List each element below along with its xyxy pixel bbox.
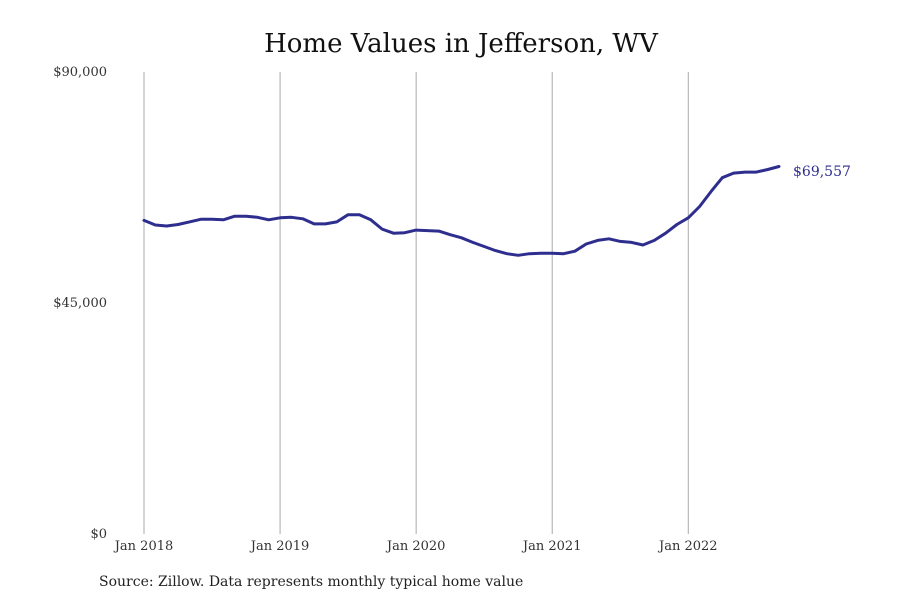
data-point-2020-06 [471,241,474,244]
data-point-2022-08 [766,168,769,171]
data-point-2022-04 [721,176,724,179]
vertical-gridlines [143,72,689,534]
data-point-2020-07 [483,245,486,248]
data-point-2020-09 [505,252,509,255]
data-point-2019-12 [403,231,406,234]
data-point-2020-03 [437,229,440,233]
data-point-2022-09 [777,165,781,168]
data-point-2021-03 [573,250,577,253]
data-point-2021-07 [619,240,622,243]
source-note: Source: Zillow. Data represents monthly … [99,574,523,590]
home-value-points [142,165,781,257]
data-point-2019-02 [290,216,293,219]
data-point-2020-08 [494,249,497,252]
data-point-2021-05 [596,239,599,242]
data-point-2018-10 [244,215,248,218]
data-point-2021-10 [653,239,656,242]
data-point-2021-12 [675,223,679,226]
data-point-2021-04 [585,242,588,246]
x-tick-label: Jan 2018 [113,539,174,554]
x-tick-label: Jan 2020 [385,539,446,554]
data-point-2022-01 [687,216,690,219]
data-point-2022-02 [698,205,701,208]
data-point-2020-12 [539,252,543,255]
data-point-2021-11 [664,232,667,235]
data-point-2022-03 [709,190,713,193]
y-tick-label: $45,000 [53,296,107,311]
data-point-2019-09 [369,218,372,221]
data-point-2020-11 [528,252,531,255]
data-point-2022-06 [743,170,747,174]
x-tick-label: Jan 2019 [249,539,310,554]
latest-value-label: $69,557 [793,164,851,180]
data-point-2019-07 [346,213,350,216]
y-tick-label: $90,000 [53,65,107,80]
data-point-2018-05 [188,220,191,224]
data-point-2018-03 [165,224,168,228]
data-point-2019-06 [335,220,338,224]
x-tick-label: Jan 2022 [657,539,718,554]
data-point-2020-10 [517,254,520,257]
data-point-2019-11 [392,232,395,235]
data-point-2018-12 [267,218,270,221]
data-point-2018-04 [176,223,180,226]
y-tick-label: $0 [90,527,107,542]
data-point-2018-07 [210,218,214,221]
data-point-2021-06 [607,237,611,240]
data-point-2021-08 [630,241,633,244]
data-point-2021-02 [562,252,565,255]
data-point-2022-07 [755,170,758,174]
data-point-2021-09 [641,243,645,247]
data-point-2021-01 [551,252,554,255]
data-point-2019-05 [324,222,327,226]
data-point-2020-02 [426,229,429,232]
data-point-2020-05 [460,236,463,239]
home-value-line [142,165,781,257]
data-point-2018-08 [222,218,225,221]
data-point-2020-04 [449,233,452,236]
data-point-2019-08 [358,213,361,216]
data-point-2020-01 [414,228,418,232]
data-point-2018-11 [256,216,259,219]
data-point-2018-01 [142,219,146,222]
x-axis-tick-labels: Jan 2018 Jan 2019 Jan 2020 Jan 2021 Jan 2022 [113,539,718,554]
data-point-2019-03 [301,217,304,220]
data-point-2019-04 [312,222,316,226]
data-point-2019-01 [278,216,282,219]
data-point-2018-02 [154,223,157,227]
data-point-2019-10 [380,227,384,231]
data-point-2022-05 [732,171,735,175]
x-tick-label: Jan 2021 [521,539,582,554]
chart-title: Home Values in Jefferson, WV [264,29,659,59]
data-point-2018-06 [199,218,202,221]
y-axis-tick-labels: $0 $45,000 $90,000 [53,65,107,542]
data-point-2018-09 [233,215,236,218]
